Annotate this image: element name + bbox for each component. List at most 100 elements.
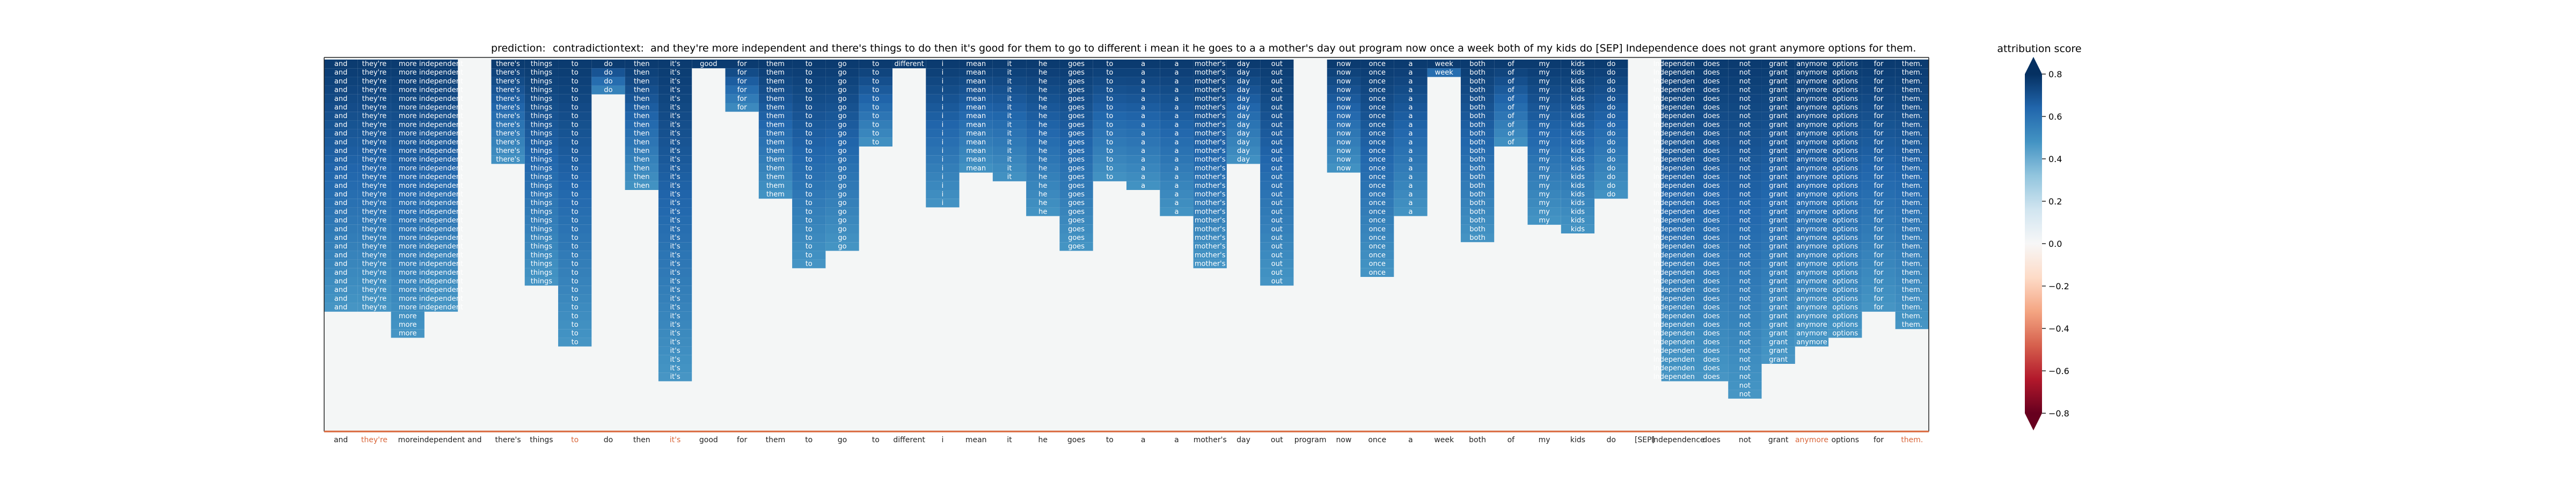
- cell-fill: [792, 181, 826, 190]
- cell-token: does: [1703, 234, 1720, 242]
- cell-token: once: [1369, 225, 1386, 233]
- cell-token: mean: [966, 147, 986, 155]
- heatmap-cell: kids: [1561, 147, 1595, 156]
- cell-token: them.: [1902, 147, 1922, 155]
- cell-token: options: [1832, 164, 1858, 172]
- cell-token: more: [399, 251, 417, 259]
- cell-token: out: [1271, 69, 1283, 77]
- cell-token: for: [1874, 225, 1884, 233]
- cell-token: to: [572, 130, 579, 138]
- cell-fill: [658, 60, 692, 69]
- cell-token: more: [399, 243, 417, 251]
- cell-token: to: [872, 104, 879, 112]
- cell-fill: [558, 259, 592, 268]
- cell-fill: [391, 147, 425, 156]
- cell-token: out: [1271, 130, 1283, 138]
- cell-token: they're: [362, 277, 387, 286]
- heatmap-cell: does: [1694, 190, 1729, 199]
- cell-token: a: [1174, 173, 1179, 181]
- heatmap-cell: then: [625, 68, 658, 77]
- cell-token: they're: [362, 112, 387, 120]
- heatmap-cell: them.: [1895, 207, 1929, 216]
- cell-token: he: [1038, 130, 1047, 138]
- cell-token: grant: [1769, 182, 1788, 190]
- heatmap-cell: for: [1862, 233, 1896, 243]
- cell-fill: [591, 85, 625, 94]
- heatmap-cell: do: [1594, 190, 1628, 199]
- cell-token: my: [1539, 95, 1550, 103]
- heatmap-cell: and: [324, 207, 358, 216]
- cell-fill: [391, 259, 425, 268]
- cell-token: grant: [1769, 60, 1788, 68]
- x-tick-label: a: [1141, 436, 1146, 444]
- heatmap-cell: for: [725, 60, 759, 69]
- cell-token: it's: [670, 295, 680, 303]
- cell-token: to: [806, 112, 813, 120]
- cell-token: he: [1038, 173, 1047, 181]
- cell-token: grant: [1769, 338, 1788, 346]
- cell-token: them.: [1902, 156, 1922, 164]
- cell-token: does: [1703, 182, 1720, 190]
- cell-token: both: [1469, 199, 1485, 207]
- heatmap-cell: out: [1260, 112, 1294, 121]
- cell-token: to: [572, 173, 579, 181]
- cell-token: it's: [670, 164, 680, 172]
- heatmap-cell: grant: [1761, 329, 1795, 338]
- cell-token: out: [1271, 234, 1283, 242]
- cell-fill: [324, 251, 358, 260]
- heatmap-cell: and: [324, 129, 358, 138]
- heatmap-cell: for: [1862, 164, 1896, 173]
- cell-token: more: [399, 121, 417, 129]
- cell-token: them.: [1902, 260, 1922, 268]
- cell-token: more: [399, 277, 417, 286]
- heatmap-cell: it's: [658, 155, 692, 164]
- cell-token: kids: [1571, 156, 1585, 164]
- heatmap-cell: now: [1327, 85, 1361, 94]
- cell-token: mean: [966, 95, 986, 103]
- cell-fill: [491, 68, 525, 77]
- heatmap-cell: more: [391, 251, 425, 260]
- cell-fill: [491, 155, 525, 164]
- heatmap-cell: goes: [1059, 120, 1093, 129]
- cell-token: both: [1469, 77, 1485, 85]
- cell-fill: [658, 251, 692, 260]
- heatmap-cell: for: [1862, 94, 1896, 103]
- cell-token: not: [1739, 330, 1751, 338]
- cell-token: now: [1336, 86, 1351, 94]
- cell-fill: [558, 181, 592, 190]
- cell-token: both: [1469, 208, 1485, 216]
- cell-fill: [357, 129, 391, 138]
- heatmap-cell: and: [324, 60, 358, 69]
- heatmap-cell: to: [859, 103, 892, 112]
- cell-token: and: [334, 225, 347, 233]
- cell-token: day: [1237, 60, 1250, 68]
- heatmap-cell: go: [825, 68, 859, 77]
- heatmap-cell: to: [792, 137, 826, 147]
- cell-token: of: [1507, 130, 1514, 138]
- cell-token: them.: [1902, 243, 1922, 251]
- heatmap-cell: independent: [419, 224, 463, 233]
- cell-fill: [825, 120, 859, 129]
- cell-token: now: [1336, 121, 1351, 129]
- cell-token: mother's: [1195, 234, 1226, 242]
- heatmap-cell: goes: [1059, 85, 1093, 94]
- heatmap-cell: for: [1862, 60, 1896, 69]
- cell-token: they're: [362, 260, 387, 268]
- cell-token: grant: [1769, 225, 1788, 233]
- heatmap-cell: and: [324, 286, 358, 295]
- cell-token: they're: [362, 191, 387, 199]
- heatmap-cell: kids: [1561, 137, 1595, 147]
- cell-token: and: [334, 121, 347, 129]
- heatmap-cell: not: [1728, 259, 1762, 268]
- heatmap-cell: they're: [357, 68, 391, 77]
- cell-fill: [558, 190, 592, 199]
- heatmap-cell: does: [1694, 364, 1729, 373]
- heatmap-cell: grant: [1761, 181, 1795, 190]
- heatmap-cell: a: [1394, 164, 1428, 173]
- cell-token: kids: [1571, 225, 1585, 233]
- cell-token: anymore: [1796, 277, 1827, 286]
- heatmap-cell: a: [1394, 120, 1428, 129]
- cell-token: they're: [362, 208, 387, 216]
- heatmap-cell: things: [524, 172, 559, 181]
- heatmap-cell: things: [524, 164, 559, 173]
